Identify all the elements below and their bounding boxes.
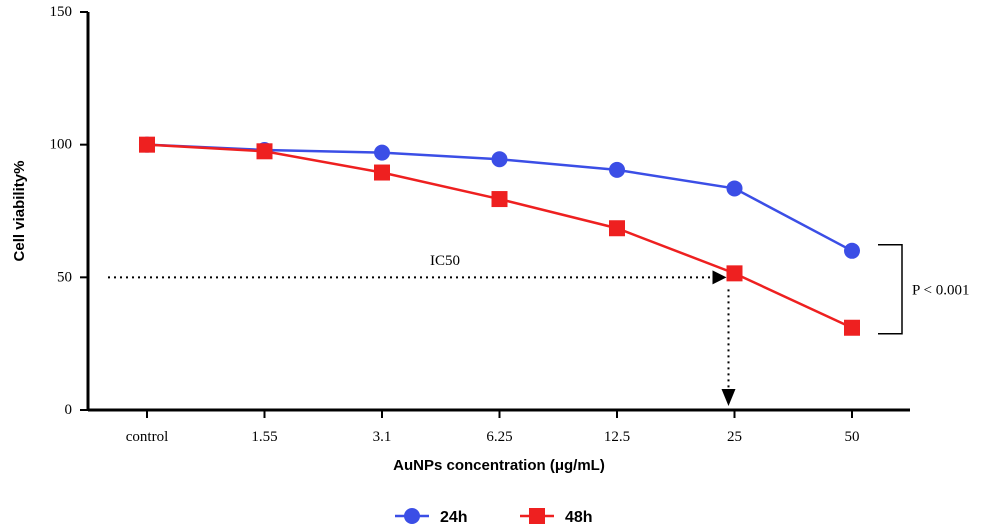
x-tick-label: 12.5 — [604, 429, 630, 445]
legend-label-24h: 24h — [440, 509, 468, 526]
y-tick-label: 100 — [50, 137, 73, 153]
x-tick-label: control — [126, 429, 169, 445]
point-24h-6.25 — [491, 151, 508, 168]
x-tick-label: 50 — [845, 429, 860, 445]
series-line-48h — [146, 143, 853, 329]
x-axis-title: AuNPs concentration (μg/mL) — [393, 457, 605, 474]
significance-bracket — [878, 244, 903, 335]
x-tick-label: 1.55 — [251, 429, 277, 445]
ic50-label: IC50 — [430, 253, 460, 269]
ic50-arrowhead-right — [712, 270, 727, 285]
point-48h-50 — [844, 319, 860, 336]
point-48h-control — [139, 136, 155, 153]
y-tick-label: 0 — [65, 402, 73, 418]
point-48h-25 — [726, 265, 743, 282]
point-24h-50 — [844, 242, 860, 259]
point-48h-6.25 — [491, 191, 508, 208]
y-tick-label: 150 — [50, 4, 73, 20]
y-tick-label: 50 — [57, 269, 72, 285]
point-48h-1.55 — [256, 143, 273, 160]
y-axis-title: Cell viability% — [11, 161, 28, 262]
point-48h-12.5 — [609, 220, 625, 237]
legend-marker-48h — [529, 508, 545, 524]
ic50-arrowhead-down — [721, 389, 736, 406]
point-24h-3.1 — [374, 144, 390, 161]
x-tick-label: 25 — [727, 429, 742, 445]
point-24h-12.5 — [609, 161, 625, 178]
legend-marker-24h — [404, 508, 420, 524]
point-48h-3.1 — [374, 164, 390, 181]
point-24h-25 — [726, 180, 743, 197]
x-tick-label: 6.25 — [486, 429, 512, 445]
x-tick-label: 3.1 — [373, 429, 392, 445]
legend-label-48h: 48h — [565, 509, 593, 526]
significance-label: P < 0.001 — [912, 282, 970, 298]
